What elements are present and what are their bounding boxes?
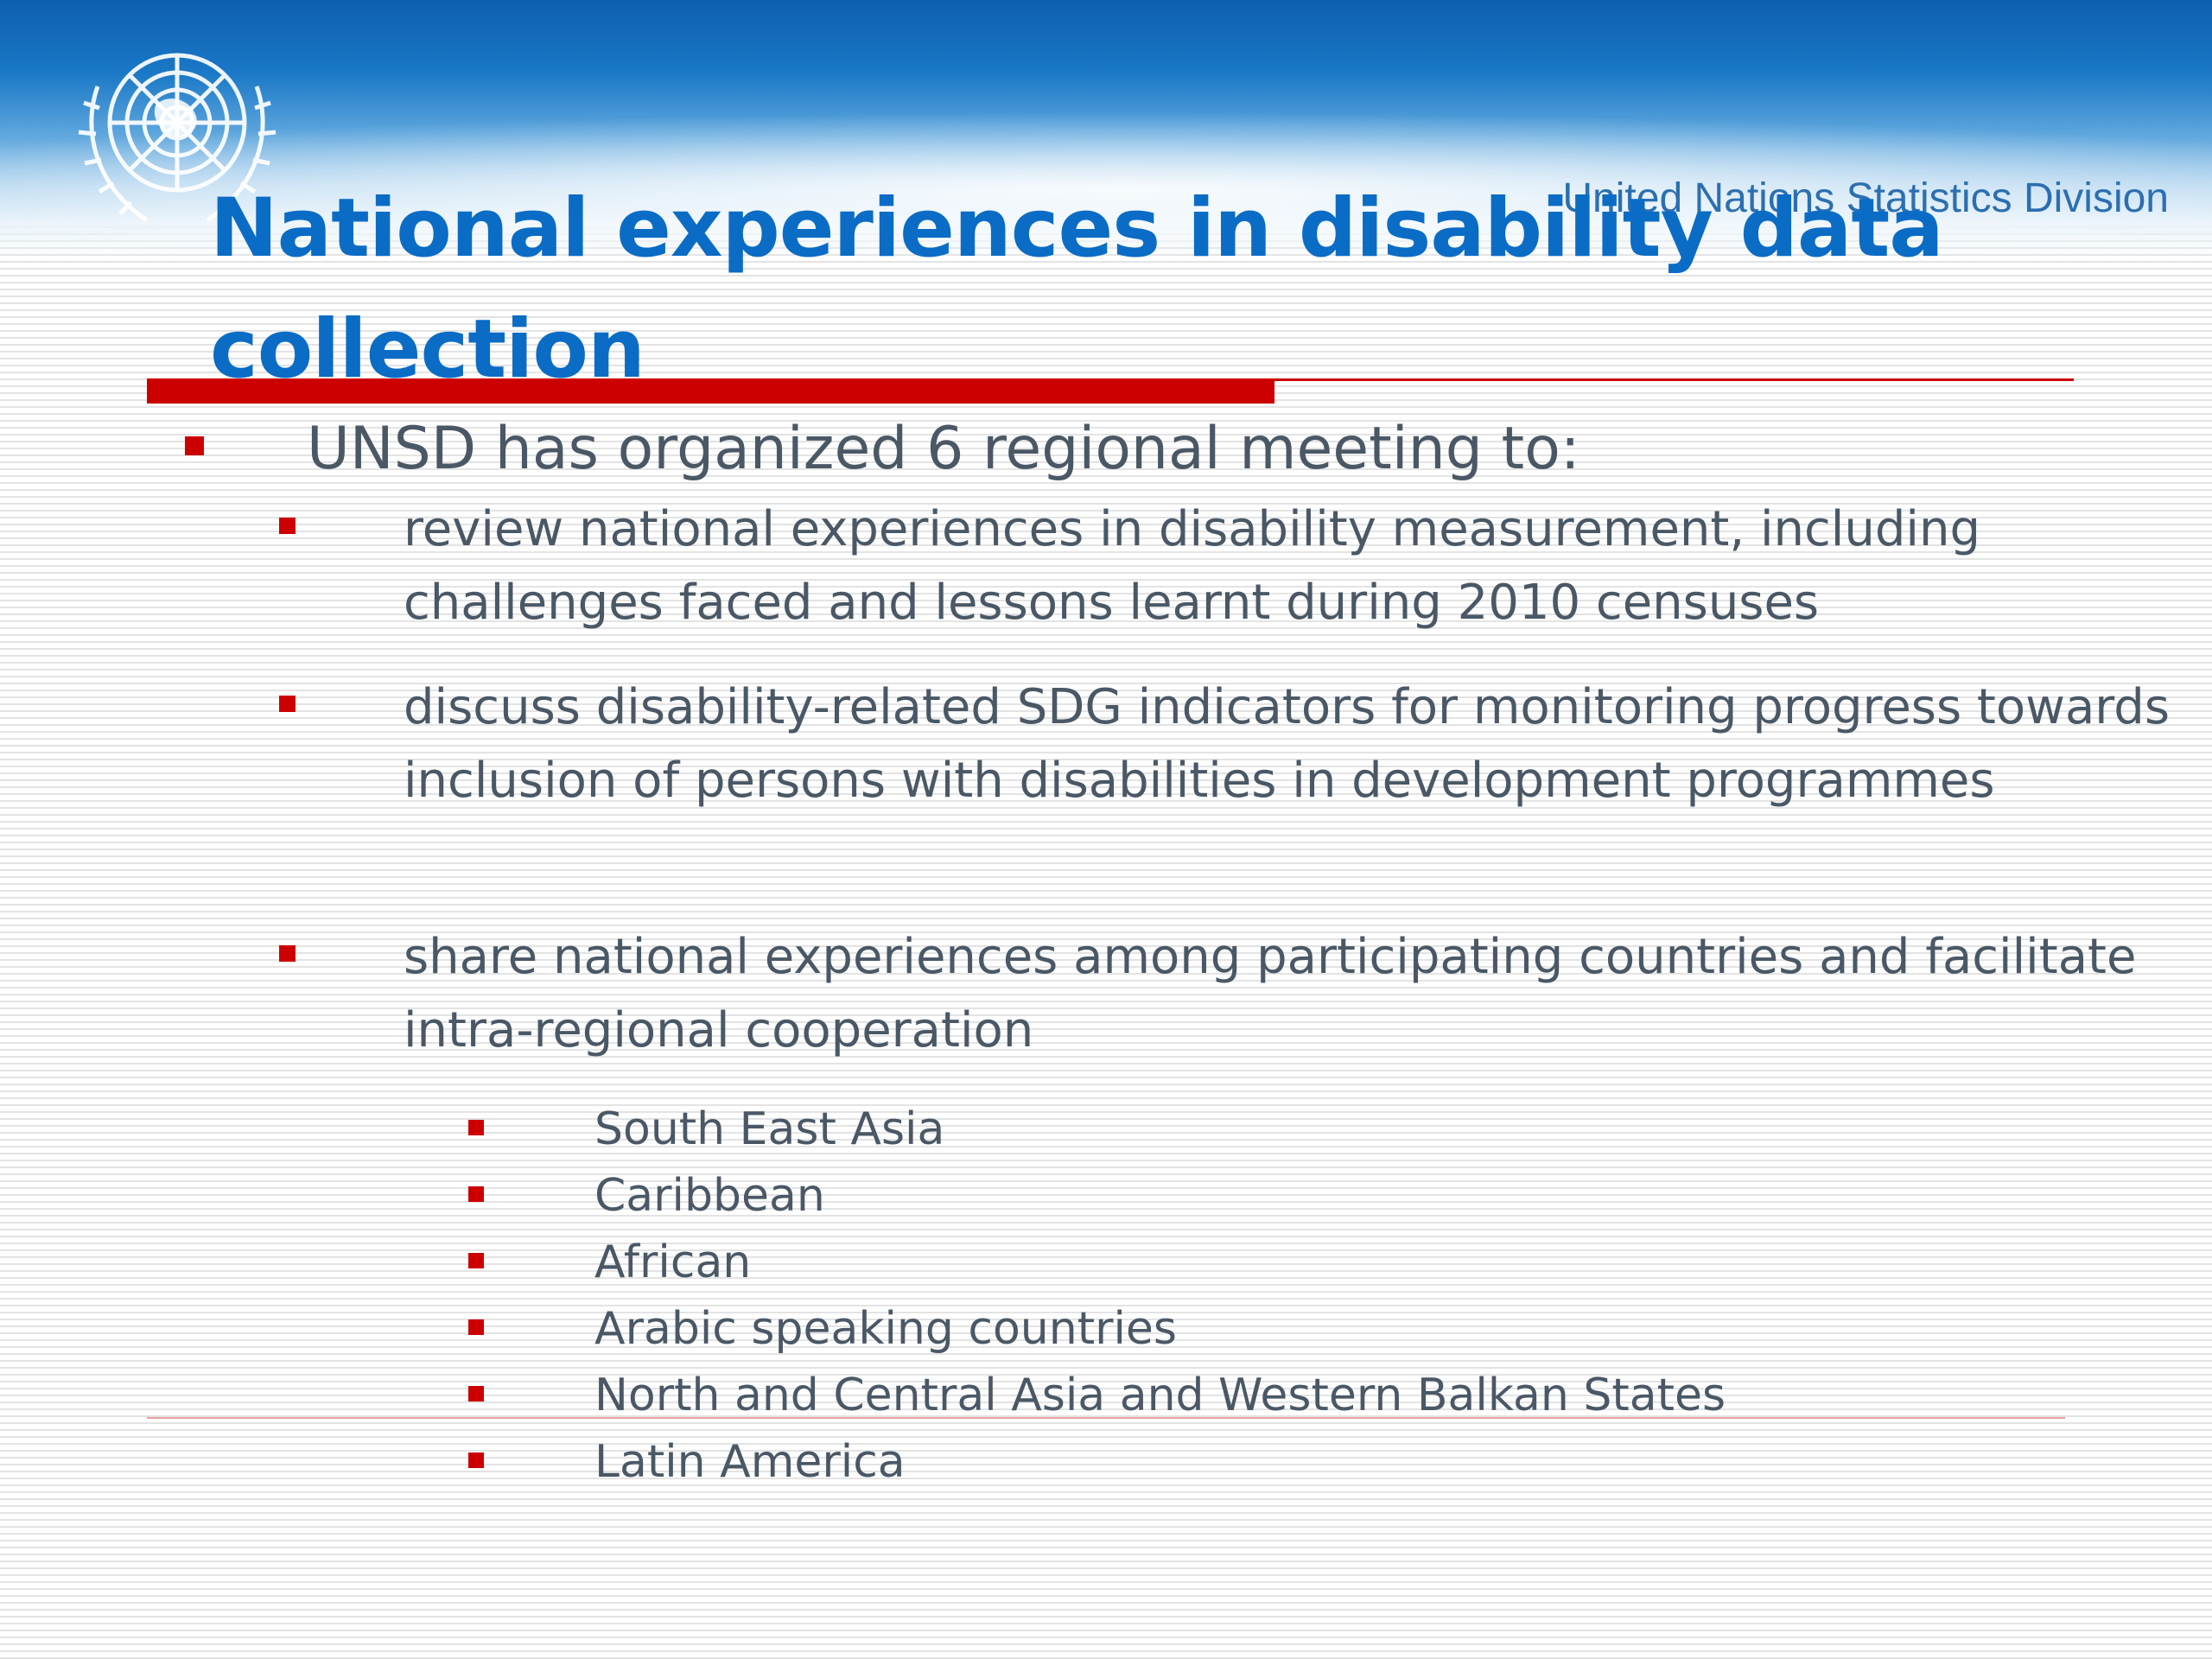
bullet-marker: [468, 1386, 484, 1402]
region-list-item: North and Central Asia and Western Balka…: [594, 1370, 1726, 1421]
bullet-marker: [468, 1253, 484, 1268]
bullet-marker: [468, 1186, 484, 1202]
region-list-item: South East Asia: [594, 1103, 945, 1155]
bullet-marker: [468, 1319, 484, 1335]
region-list-item: Arabic speaking countries: [594, 1303, 1178, 1355]
sub-bullet-text: review national experiences in disabilit…: [404, 501, 1981, 631]
title-underline-thick: [147, 378, 1274, 404]
bullet-marker: [468, 1120, 484, 1135]
region-list-item: African: [594, 1236, 752, 1288]
slide-title: National experiences in disability data …: [210, 181, 1944, 397]
bullet-marker: [279, 696, 296, 712]
main-bullet-text: UNSD has organized 6 regional meeting to…: [307, 415, 1580, 483]
sub-bullet-text: share national experiences among partici…: [404, 929, 2137, 1058]
bullet-marker: [468, 1452, 484, 1468]
footer-rule: [147, 1417, 2065, 1419]
bullet-marker: [279, 518, 296, 534]
bullet-marker: [279, 945, 296, 962]
division-label: United Nations Statistics Division: [1562, 175, 2169, 221]
region-list-item: Latin America: [594, 1436, 906, 1488]
title-underline-thin: [1274, 378, 2074, 381]
sub-bullet-text: discuss disability-related SDG indicator…: [404, 679, 2171, 809]
un-emblem-icon: [78, 53, 276, 223]
bullet-marker: [185, 436, 204, 455]
header-sheen: [0, 112, 2212, 242]
region-list-item: Caribbean: [594, 1170, 825, 1222]
